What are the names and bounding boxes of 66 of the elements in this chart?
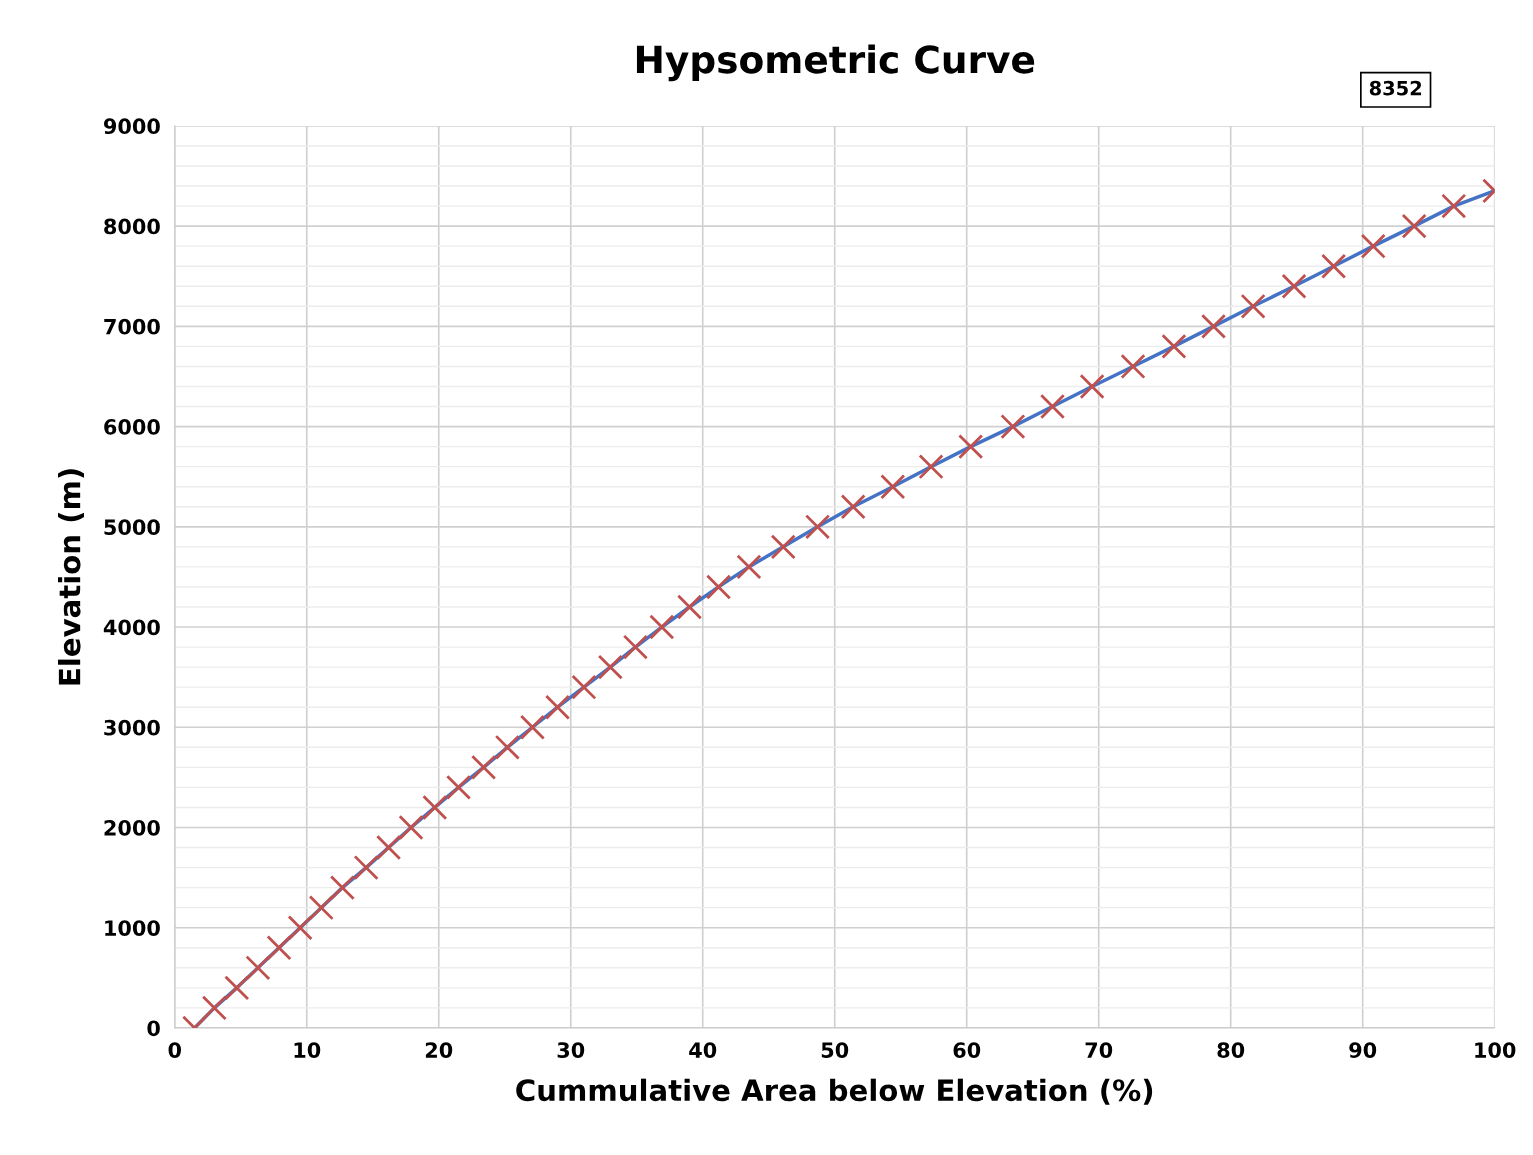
text: 8352 <box>1369 80 1422 96</box>
y-tick-label: 0 <box>147 1020 160 1037</box>
x-tick-label: 80 <box>1217 1042 1245 1058</box>
x-axis-title: Cummulative Area below Elevation (%) <box>516 1078 1153 1105</box>
point <box>804 514 831 540</box>
point <box>353 855 379 881</box>
point <box>571 674 597 700</box>
point <box>494 734 520 760</box>
y-axis-title: Elevation (m) <box>58 469 85 685</box>
x-tick-label: 90 <box>1349 1042 1377 1058</box>
y-tick-label: 7000 <box>104 318 160 335</box>
point <box>287 915 313 941</box>
point <box>1000 413 1026 440</box>
point <box>398 814 424 841</box>
point <box>519 714 546 740</box>
y-tick-label: 5000 <box>104 519 160 536</box>
x-tick-label: 10 <box>294 1042 321 1058</box>
point <box>649 614 675 640</box>
point <box>622 634 648 660</box>
point <box>1240 293 1266 319</box>
point <box>958 434 984 460</box>
point <box>445 774 472 800</box>
point <box>597 654 623 680</box>
x-tick-label: 60 <box>953 1042 981 1058</box>
point <box>329 875 355 901</box>
point <box>1401 213 1427 239</box>
point <box>201 995 227 1021</box>
point <box>705 574 732 600</box>
point <box>266 935 292 961</box>
chart-title: Hypsometric Curve <box>636 44 1035 82</box>
point <box>1441 193 1467 219</box>
point <box>1200 313 1227 339</box>
point <box>840 494 866 520</box>
x-tick-label: 100 <box>1475 1042 1516 1058</box>
point <box>224 975 250 1001</box>
point <box>1321 253 1347 279</box>
x-tick-label: 50 <box>821 1042 849 1058</box>
y-tick-label: 8000 <box>104 218 160 235</box>
point <box>471 754 497 780</box>
point <box>1079 373 1105 400</box>
y-tick-label: 6000 <box>104 419 160 435</box>
point <box>245 955 271 981</box>
point <box>1120 353 1146 380</box>
point <box>376 834 402 861</box>
point <box>1039 393 1066 420</box>
y-tick-label: 1000 <box>105 920 160 936</box>
point <box>880 474 906 500</box>
x-tick-label: 70 <box>1085 1042 1113 1058</box>
point <box>422 794 448 821</box>
x-tick-label: 20 <box>425 1042 453 1058</box>
point <box>1161 333 1187 359</box>
y-tick-label: 9000 <box>103 118 160 135</box>
x-tick-label: 0 <box>168 1042 182 1058</box>
x-tick-label: 30 <box>557 1042 585 1058</box>
y-tick-label: 3000 <box>104 719 160 736</box>
point <box>1360 233 1386 259</box>
x-tick-label: 40 <box>689 1042 717 1058</box>
point <box>770 534 796 560</box>
y-tick-label: 2000 <box>104 819 160 836</box>
point <box>918 454 944 480</box>
y-tick-label: 4000 <box>103 619 160 636</box>
point <box>308 895 334 921</box>
point <box>736 554 762 580</box>
point <box>1281 273 1307 299</box>
point <box>544 694 571 720</box>
point <box>676 594 703 620</box>
